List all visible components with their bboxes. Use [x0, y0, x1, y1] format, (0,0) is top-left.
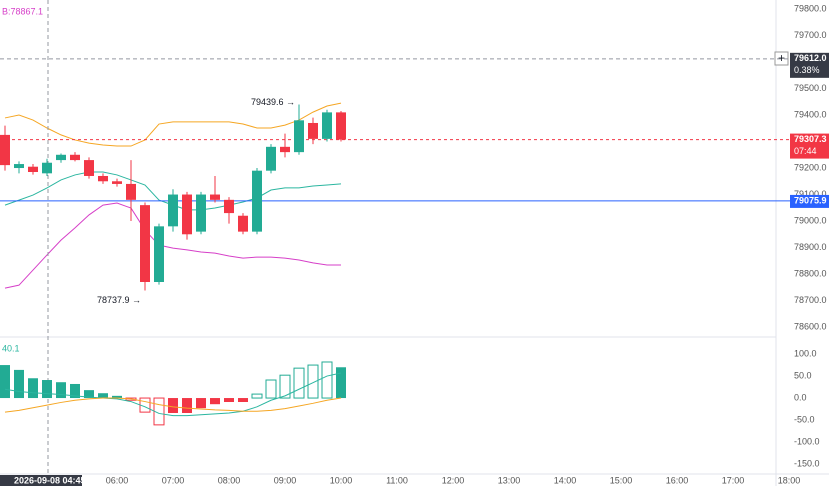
y-tick-label: 79400.0: [794, 109, 827, 119]
x-tick-label: 07:00: [162, 475, 185, 485]
histogram-bar: [84, 390, 94, 399]
indicator-legend: 40.1: [2, 343, 20, 353]
price-tag-sub: 07:44: [794, 146, 817, 156]
histogram-bar: [28, 378, 38, 399]
candle-body: [196, 194, 206, 232]
price-tag: [790, 52, 829, 78]
y-tick-label: 79200.0: [794, 162, 827, 172]
y-tick-label: 79100.0: [794, 189, 827, 199]
x-tick-label: 17:00: [722, 475, 745, 485]
y-tick-label: 79500.0: [794, 83, 827, 93]
x-tick-label: 12:00: [442, 475, 465, 485]
histogram-bar: [56, 382, 66, 399]
price-tag-sub: 0.38%: [794, 65, 820, 75]
candle-body: [252, 170, 262, 232]
candle-body: [294, 120, 304, 153]
candle-body: [308, 122, 318, 139]
price-tag-label: 79307.3: [794, 134, 827, 144]
price-tag: [790, 133, 829, 159]
crosshair-time: 2026-09-08 04:45: [14, 475, 86, 485]
histogram-bar: [196, 398, 206, 409]
candle-body: [140, 205, 150, 282]
histogram-bar: [251, 393, 263, 399]
indicator-line: [4, 397, 342, 413]
histogram-bar: [293, 367, 305, 399]
candle-body: [0, 134, 10, 166]
y2-tick-label: 50.0: [794, 370, 812, 380]
candle-body: [336, 112, 346, 140]
y-tick-label: 79800.0: [794, 3, 827, 13]
histogram-bar: [210, 398, 220, 405]
y-tick-label: 79700.0: [794, 30, 827, 40]
y-tick-label: 78700.0: [794, 295, 827, 305]
x-tick-label: 11:00: [386, 475, 408, 485]
histogram-bar: [0, 365, 10, 399]
candle-body: [182, 194, 192, 235]
band-line: [4, 202, 341, 289]
legend-top: B:78867.1: [2, 6, 43, 16]
histogram-bar: [336, 367, 346, 399]
candle-body: [266, 146, 276, 171]
crosshair-time-box: [0, 475, 82, 486]
x-tick-label: 10:00: [330, 475, 353, 485]
y2-tick-label: -50.0: [794, 414, 815, 424]
y-tick-label: 78900.0: [794, 242, 827, 252]
histogram-bar: [238, 398, 248, 403]
candle-body: [28, 166, 38, 173]
y2-tick-label: 0.0: [794, 392, 807, 402]
histogram-bar: [125, 397, 137, 401]
x-tick-label: 13:00: [498, 475, 521, 485]
price-tag-label: 79075.9: [794, 195, 827, 205]
y2-tick-label: 100.0: [794, 348, 817, 358]
y2-tick-label: -100.0: [794, 436, 820, 446]
y2-tick-label: -150.0: [794, 458, 820, 468]
histogram-bar: [14, 369, 24, 399]
candle-body: [70, 154, 80, 161]
candle-body: [126, 183, 136, 200]
price-annotation: 78737.9 →: [97, 295, 141, 305]
histogram-bar: [112, 395, 122, 399]
histogram-bar: [224, 398, 234, 403]
candle-body: [112, 181, 122, 184]
candle-body: [98, 175, 108, 182]
histogram-bar: [279, 374, 291, 399]
histogram-bar: [307, 364, 319, 399]
histogram-bar: [265, 379, 277, 399]
candle-body: [280, 146, 290, 153]
y-tick-label: 78800.0: [794, 268, 827, 278]
histogram-bar: [182, 398, 192, 413]
histogram-bar: [42, 380, 52, 399]
x-tick-label: 18:00: [778, 475, 801, 485]
y-tick-label: 79000.0: [794, 215, 827, 225]
add-button-icon[interactable]: +: [778, 51, 785, 65]
candle-body: [168, 194, 178, 227]
candle-body: [238, 215, 248, 232]
histogram-bar: [321, 361, 333, 399]
price-tag-label: 79612.0: [794, 53, 827, 63]
candle-body: [84, 160, 94, 176]
x-tick-label: 09:00: [274, 475, 297, 485]
histogram-bar: [168, 398, 178, 413]
x-tick-label: 16:00: [666, 475, 689, 485]
price-annotation: 79439.6 →: [251, 97, 295, 107]
candle-body: [14, 164, 24, 169]
histogram-bar: [70, 383, 80, 399]
x-tick-label: 14:00: [554, 475, 577, 485]
candle-body: [224, 199, 234, 214]
candle-body: [322, 112, 332, 139]
candle-body: [42, 162, 52, 174]
candle-body: [56, 154, 66, 161]
y-tick-label: 78600.0: [794, 321, 827, 331]
x-tick-label: 15:00: [610, 475, 633, 485]
candle-body: [154, 226, 164, 282]
x-tick-label: 08:00: [218, 475, 241, 485]
price-tag: [790, 194, 829, 208]
candle-body: [210, 194, 220, 200]
x-tick-label: 06:00: [106, 475, 129, 485]
indicator-line: [4, 372, 342, 417]
histogram-bar: [98, 393, 108, 399]
band-line: [4, 102, 342, 147]
